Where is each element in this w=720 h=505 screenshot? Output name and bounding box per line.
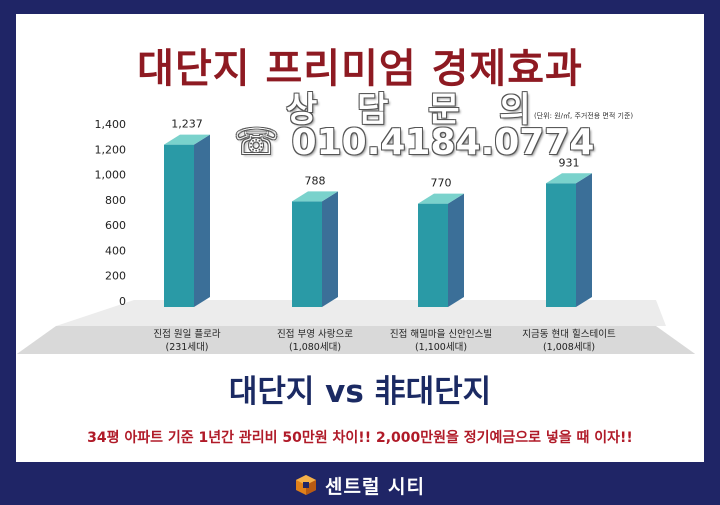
bar-top — [546, 173, 592, 184]
brand-bar: 센트럴 시티 — [0, 470, 720, 500]
y-tick-label: 600 — [105, 219, 126, 232]
y-tick-label: 400 — [105, 244, 126, 257]
bar-front — [292, 201, 322, 307]
bar-side — [576, 173, 592, 307]
footnote: 34평 아파트 기준 1년간 관리비 50만원 차이!! 2,000만원을 정기… — [87, 430, 633, 446]
category-label: (231세대) — [165, 342, 208, 353]
category-label: 진접 원일 플로라 — [153, 328, 220, 340]
brand-name: 센트럴 시티 — [324, 475, 425, 498]
y-tick-label: 1,000 — [95, 169, 127, 182]
bar-top — [292, 191, 338, 202]
category-label: (1,008세대) — [543, 342, 595, 353]
bar-side — [448, 193, 464, 307]
y-tick-label: 800 — [105, 194, 126, 207]
bar-front — [164, 144, 194, 307]
bar-side — [194, 134, 210, 307]
category-label: 진접 부영 사랑으로 — [277, 328, 353, 340]
bar-value-label: 1,237 — [171, 118, 203, 131]
category-label: (1,080세대) — [289, 342, 341, 353]
bar-front — [546, 183, 576, 307]
category-label: 지금동 현대 힐스테이트 — [522, 328, 616, 340]
unit-note: (단위: 원/㎡, 주거전용 면적 기준) — [534, 112, 634, 120]
chart-floor — [16, 326, 696, 354]
page-title: 대단지 프리미엄 경제효과 — [137, 46, 583, 92]
bar-front — [418, 203, 448, 307]
infographic-card: 대단지 프리미엄 경제효과 0 200 400 600 800 1,000 1,200 1,4… — [16, 14, 704, 462]
consult-label: 상 담 문 의 — [286, 90, 545, 130]
y-tick-label: 1,400 — [95, 118, 127, 131]
category-label: (1,100세대) — [415, 342, 467, 353]
bar-top — [164, 134, 210, 145]
y-tick-label: 1,200 — [95, 143, 127, 156]
brand-logo-icon — [295, 475, 316, 495]
chart-floor-top — [56, 300, 666, 326]
bar-side — [322, 191, 338, 307]
y-tick-label: 200 — [105, 270, 126, 283]
comparison-subtitle: 대단지 vs 非대단지 — [228, 374, 492, 410]
bar-top — [418, 193, 464, 204]
y-tick-label: 0 — [119, 295, 126, 308]
bar-value-label: 770 — [431, 177, 452, 190]
bar-chart: 0 200 400 600 800 1,000 1,200 1,400 1,237 진접 원일 … — [16, 118, 696, 354]
category-label: 진접 해밀마을 신안인스빌 — [390, 328, 492, 340]
bar-value-label: 788 — [305, 174, 326, 187]
phone-number: ☏ 010.4184.0774 — [234, 122, 595, 163]
bar-value-label: 931 — [559, 156, 580, 169]
